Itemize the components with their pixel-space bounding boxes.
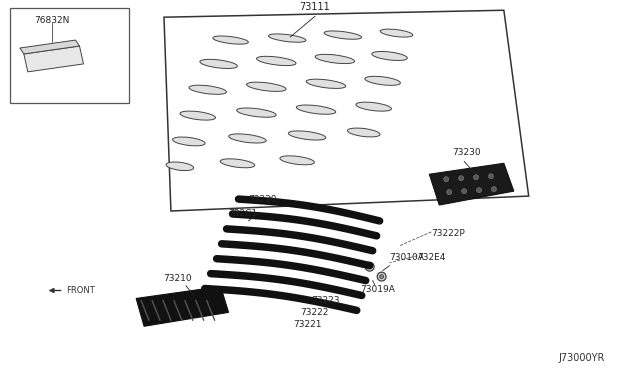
Circle shape	[474, 175, 479, 180]
Ellipse shape	[220, 159, 255, 168]
Ellipse shape	[356, 102, 392, 111]
Circle shape	[488, 174, 493, 179]
Text: 73222: 73222	[300, 308, 328, 317]
Circle shape	[444, 177, 449, 182]
Ellipse shape	[348, 128, 380, 137]
Ellipse shape	[372, 51, 407, 61]
Ellipse shape	[380, 29, 413, 37]
Ellipse shape	[212, 36, 248, 44]
Circle shape	[447, 190, 452, 195]
Ellipse shape	[306, 79, 346, 89]
Ellipse shape	[315, 54, 355, 64]
Ellipse shape	[268, 34, 306, 42]
Text: 732C1: 732C1	[228, 209, 258, 218]
Circle shape	[459, 176, 463, 181]
Ellipse shape	[180, 111, 216, 120]
Circle shape	[380, 275, 383, 279]
Circle shape	[377, 272, 386, 281]
Text: J73000YR: J73000YR	[559, 353, 605, 363]
Bar	[10, 8, 129, 103]
Circle shape	[477, 187, 481, 193]
Text: FRONT: FRONT	[67, 286, 95, 295]
Polygon shape	[429, 163, 514, 205]
Ellipse shape	[166, 162, 194, 171]
Ellipse shape	[200, 60, 237, 68]
Circle shape	[365, 262, 374, 271]
Circle shape	[368, 264, 372, 269]
Text: 73019A: 73019A	[360, 285, 395, 294]
Ellipse shape	[324, 31, 362, 39]
Ellipse shape	[173, 137, 205, 146]
Text: 73010A: 73010A	[390, 253, 424, 262]
Ellipse shape	[296, 105, 336, 114]
Text: 73222P: 73222P	[431, 229, 465, 238]
Text: 73220: 73220	[248, 195, 277, 204]
Polygon shape	[136, 286, 228, 326]
Ellipse shape	[365, 76, 401, 85]
Ellipse shape	[289, 131, 326, 140]
Text: 73111: 73111	[300, 2, 330, 12]
Circle shape	[492, 187, 497, 192]
Text: 73223: 73223	[311, 296, 340, 305]
Ellipse shape	[257, 56, 296, 65]
Polygon shape	[20, 40, 79, 54]
Text: 73230: 73230	[452, 148, 481, 157]
Polygon shape	[24, 46, 83, 72]
Text: 73210: 73210	[163, 273, 191, 283]
Ellipse shape	[280, 156, 314, 165]
Ellipse shape	[228, 134, 266, 143]
Text: 76832N: 76832N	[34, 16, 69, 25]
Text: 73221: 73221	[293, 320, 322, 329]
Ellipse shape	[246, 82, 286, 92]
Ellipse shape	[237, 108, 276, 117]
Polygon shape	[164, 10, 529, 211]
Ellipse shape	[189, 85, 227, 94]
Text: 732E4: 732E4	[417, 253, 446, 262]
Circle shape	[461, 189, 467, 193]
